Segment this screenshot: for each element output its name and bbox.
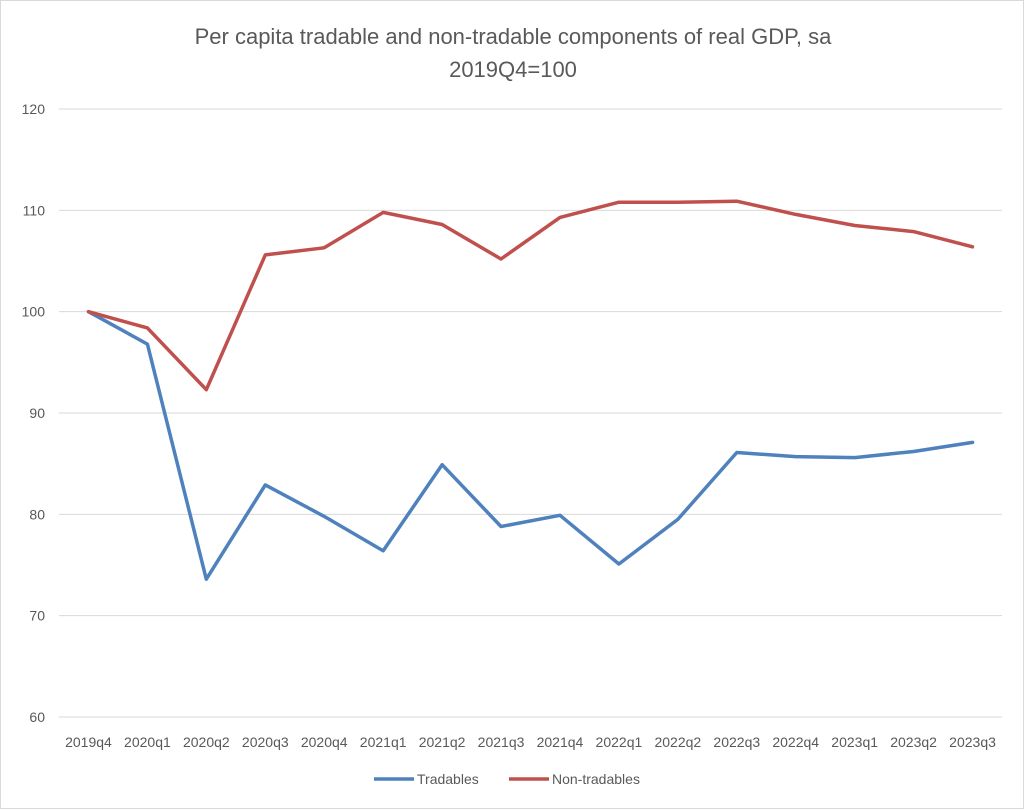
x-tick-label: 2021q2 [419,734,466,750]
y-tick-label: 90 [29,405,45,421]
x-tick-label: 2022q3 [713,734,760,750]
x-axis-ticks: 2019q4 2020q1 2020q2 2020q3 2020q4 2021q1 2021… [65,734,996,750]
y-axis-ticks: 60 70 80 90 100 110 120 [22,101,46,725]
x-tick-label: 2021q4 [537,734,584,750]
x-tick-label: 2019q4 [65,734,112,750]
x-tick-label: 2021q1 [360,734,407,750]
legend: Tradables Non-tradables [374,771,640,787]
x-tick-label: 2020q3 [242,734,289,750]
x-tick-label: 2022q1 [596,734,643,750]
legend-label: Tradables [417,771,479,787]
series-line-non-tradables [86,199,975,392]
legend-label: Non-tradables [552,771,640,787]
y-tick-label: 100 [22,304,46,320]
chart-subtitle: 2019Q4=100 [449,57,577,82]
x-tick-label: 2020q4 [301,734,348,750]
chart-title: Per capita tradable and non-tradable com… [195,24,833,49]
gridlines [59,108,1002,718]
y-tick-label: 80 [29,506,45,522]
x-tick-label: 2020q1 [124,734,171,750]
x-tick-label: 2023q1 [831,734,878,750]
y-tick-label: 120 [22,101,46,117]
x-tick-label: 2021q3 [478,734,525,750]
x-tick-label: 2023q3 [949,734,996,750]
x-tick-label: 2022q4 [772,734,819,750]
x-tick-label: 2020q2 [183,734,230,750]
y-tick-label: 110 [23,202,46,218]
x-tick-label: 2023q2 [890,734,937,750]
y-tick-label: 70 [29,608,45,624]
y-tick-label: 60 [29,709,45,725]
series-lines [86,199,975,581]
x-tick-label: 2022q2 [654,734,701,750]
series-line-tradables [86,309,975,581]
